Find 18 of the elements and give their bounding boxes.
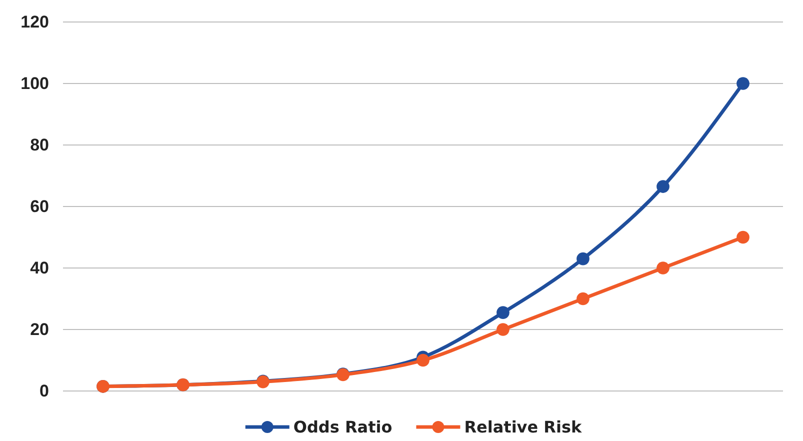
point xyxy=(576,292,590,306)
y-tick-label: 60 xyxy=(30,196,49,216)
y-tick-label: 0 xyxy=(40,381,49,400)
y-tick-label: 120 xyxy=(20,12,49,32)
point xyxy=(496,306,510,320)
point xyxy=(416,354,430,367)
y-tick-label: 20 xyxy=(30,320,49,339)
y-tick-label: 100 xyxy=(20,74,49,93)
point xyxy=(736,230,750,244)
legend-label: Odds Ratio xyxy=(293,418,392,437)
point xyxy=(656,262,670,274)
legend-label: Relative Risk xyxy=(464,418,582,437)
point xyxy=(576,252,590,266)
y-tick-label: 40 xyxy=(30,258,49,278)
point xyxy=(656,180,670,193)
point xyxy=(496,323,510,336)
point xyxy=(736,77,750,90)
y-tick-label: 80 xyxy=(30,135,49,154)
